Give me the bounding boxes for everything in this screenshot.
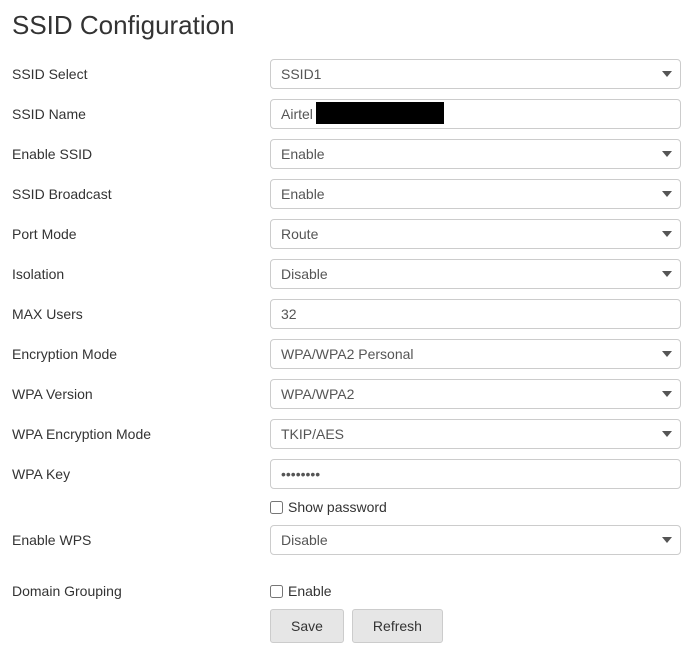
- enable-ssid-label: Enable SSID: [12, 146, 270, 162]
- enable-wps-dropdown[interactable]: Disable: [270, 525, 681, 555]
- ssid-broadcast-dropdown[interactable]: Enable: [270, 179, 681, 209]
- enable-ssid-dropdown[interactable]: Enable: [270, 139, 681, 169]
- isolation-dropdown[interactable]: Disable: [270, 259, 681, 289]
- domain-grouping-check-label: Enable: [288, 583, 332, 599]
- page-title: SSID Configuration: [12, 10, 681, 41]
- encryption-mode-dropdown[interactable]: WPA/WPA2 Personal: [270, 339, 681, 369]
- max-users-input[interactable]: [270, 299, 681, 329]
- encryption-mode-label: Encryption Mode: [12, 346, 270, 362]
- port-mode-label: Port Mode: [12, 226, 270, 242]
- wpa-version-dropdown[interactable]: WPA/WPA2: [270, 379, 681, 409]
- show-password-checkbox[interactable]: [270, 501, 283, 514]
- wpa-version-label: WPA Version: [12, 386, 270, 402]
- ssid-select-dropdown[interactable]: SSID1: [270, 59, 681, 89]
- save-button[interactable]: Save: [270, 609, 344, 643]
- refresh-button[interactable]: Refresh: [352, 609, 443, 643]
- domain-grouping-label: Domain Grouping: [12, 583, 270, 599]
- ssid-name-label: SSID Name: [12, 106, 270, 122]
- wpa-key-input[interactable]: [270, 459, 681, 489]
- ssid-broadcast-label: SSID Broadcast: [12, 186, 270, 202]
- wpa-encryption-mode-label: WPA Encryption Mode: [12, 426, 270, 442]
- ssid-name-input[interactable]: [270, 99, 681, 129]
- wpa-key-label: WPA Key: [12, 466, 270, 482]
- domain-grouping-checkbox[interactable]: [270, 585, 283, 598]
- wpa-encryption-mode-dropdown[interactable]: TKIP/AES: [270, 419, 681, 449]
- show-password-label: Show password: [288, 499, 387, 515]
- isolation-label: Isolation: [12, 266, 270, 282]
- max-users-label: MAX Users: [12, 306, 270, 322]
- enable-wps-label: Enable WPS: [12, 532, 270, 548]
- port-mode-dropdown[interactable]: Route: [270, 219, 681, 249]
- ssid-select-label: SSID Select: [12, 66, 270, 82]
